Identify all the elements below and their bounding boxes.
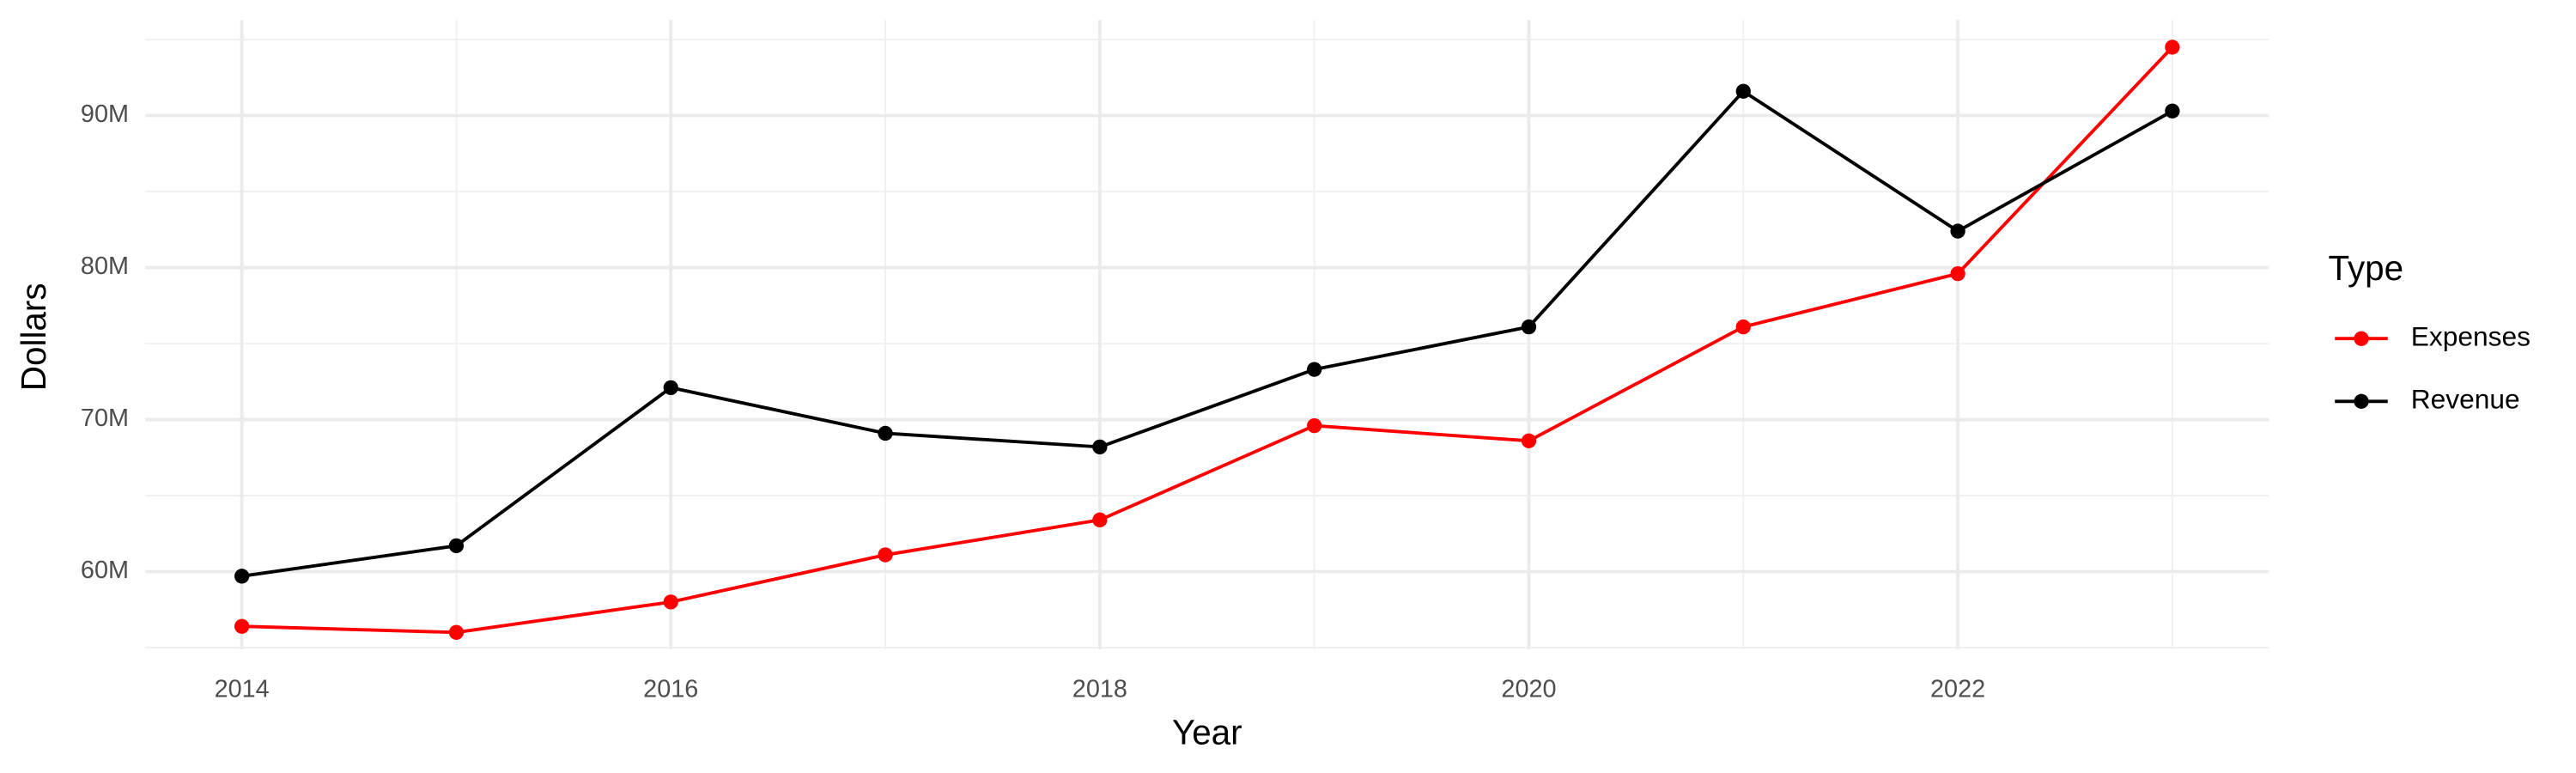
data-point bbox=[1092, 512, 1108, 527]
data-point bbox=[878, 425, 893, 441]
data-point bbox=[2165, 103, 2180, 119]
data-point bbox=[663, 380, 678, 396]
data-point bbox=[448, 624, 465, 640]
y-tick-label: 90M bbox=[81, 100, 129, 128]
legend-label: Expenses bbox=[2411, 321, 2530, 352]
data-point bbox=[1307, 417, 1322, 434]
data-point bbox=[234, 569, 250, 584]
data-point bbox=[1950, 223, 1965, 239]
x-axis-title: Year bbox=[1172, 712, 1242, 752]
data-point bbox=[2165, 40, 2180, 55]
x-tick-label: 2014 bbox=[215, 675, 270, 703]
legend-title: Type bbox=[2329, 248, 2404, 288]
data-point bbox=[1735, 83, 1751, 99]
series-line bbox=[241, 46, 2174, 635]
data-point bbox=[1521, 433, 1537, 448]
data-point bbox=[1307, 362, 1322, 377]
x-tick-label: 2020 bbox=[1501, 675, 1556, 703]
legend-label: Revenue bbox=[2411, 384, 2520, 415]
y-tick-label: 60M bbox=[81, 557, 129, 584]
y-tick-label: 80M bbox=[81, 253, 129, 280]
y-tick-label: 70M bbox=[81, 405, 129, 432]
data-point bbox=[1092, 439, 1108, 455]
series-line bbox=[241, 88, 2173, 578]
data-point bbox=[448, 538, 465, 554]
data-point bbox=[663, 594, 678, 610]
data-point bbox=[1521, 319, 1537, 335]
data-point bbox=[878, 547, 893, 563]
x-tick-label: 2018 bbox=[1072, 675, 1127, 703]
legend-key-point bbox=[2354, 331, 2369, 346]
x-tick-label: 2016 bbox=[643, 675, 698, 703]
data-point bbox=[234, 618, 250, 634]
y-axis-title: Dollars bbox=[14, 283, 53, 391]
x-tick-label: 2022 bbox=[1930, 675, 1985, 703]
data-point bbox=[1950, 265, 1965, 282]
data-point bbox=[1735, 319, 1751, 335]
legend-key-point bbox=[2354, 393, 2369, 409]
